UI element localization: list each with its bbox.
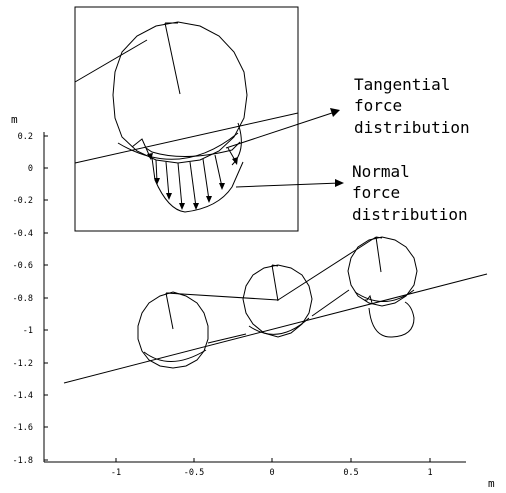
force-arrow <box>165 161 170 198</box>
force-arrow <box>214 154 223 188</box>
tangential-callout: Tangential force distribution <box>354 75 470 137</box>
callout-line: force <box>352 183 400 202</box>
normal-callout-arrow <box>235 182 341 188</box>
wheel-contact-arc <box>248 317 310 335</box>
force-arrow <box>177 162 183 208</box>
arrowhead <box>335 179 344 187</box>
force-arrow <box>189 161 197 208</box>
arrowhead <box>147 153 153 160</box>
tangential-force-strip <box>131 138 241 157</box>
wheel-rim <box>347 236 418 307</box>
x-tick-label: -1 <box>111 468 121 478</box>
y-tick-marks <box>44 135 48 461</box>
arrowhead <box>193 203 199 210</box>
x-tick-labels: -1 -0.5 0 0.5 1 <box>111 468 433 478</box>
spring-link <box>165 292 279 301</box>
normal-callout: Normal force distribution <box>352 162 468 224</box>
normal-force-lobe <box>368 301 415 338</box>
wheel-contact-arc <box>354 289 415 302</box>
callout-arrows <box>225 108 344 188</box>
wheel-contact-arc <box>143 349 207 362</box>
wheel-right <box>347 236 418 338</box>
inset-link-line <box>74 39 148 83</box>
wheel-middle <box>242 264 313 338</box>
callout-line: Tangential <box>354 75 450 94</box>
y-tick-label: -1.2 <box>13 359 33 369</box>
wheel-spoke <box>375 236 383 239</box>
y-tick-label: 0.2 <box>18 132 33 142</box>
arrowhead <box>179 203 185 210</box>
zoom-inset <box>74 6 299 232</box>
inset-contact-arc <box>117 132 239 160</box>
x-tick-marks <box>115 458 431 462</box>
y-tick-label: -0.4 <box>13 229 33 239</box>
arrowhead <box>154 178 160 185</box>
inset-contact-arc <box>231 122 242 166</box>
y-axis-unit: m <box>11 113 18 126</box>
spring-link <box>207 333 247 344</box>
y-tick-label: -1.8 <box>13 456 33 466</box>
wheel-rim <box>137 291 209 369</box>
plot-axes <box>43 132 466 463</box>
inset-frame <box>74 6 299 232</box>
arrowhead <box>232 157 238 165</box>
x-tick-label: -0.5 <box>184 468 204 478</box>
tangential-force-kink <box>364 294 373 304</box>
force-arrow <box>202 158 210 201</box>
wheel-spoke <box>271 264 279 302</box>
y-tick-label: -1.6 <box>13 423 33 433</box>
x-tick-label: 0.5 <box>343 468 358 478</box>
x-tick-label: 1 <box>427 468 432 478</box>
arrowhead <box>206 196 212 203</box>
normal-force-envelope <box>151 157 244 213</box>
arrowhead <box>330 108 340 117</box>
wheel-rim <box>242 264 313 338</box>
main-scene <box>63 236 488 384</box>
y-tick-label: -0.8 <box>13 294 33 304</box>
arrowhead <box>219 183 225 190</box>
ground-line <box>63 273 488 384</box>
inset-wheel-spoke <box>164 22 181 95</box>
arrowhead <box>166 193 172 200</box>
inset-ground-line <box>74 112 299 164</box>
y-tick-label: -0.2 <box>13 196 33 206</box>
callout-line: force <box>354 96 402 115</box>
y-tick-label: 0 <box>28 164 33 174</box>
y-tick-label: -1.4 <box>13 391 33 401</box>
y-tick-label: -1 <box>23 326 33 336</box>
spring-links <box>165 236 377 344</box>
normal-force-arrows <box>145 147 238 210</box>
callout-line: Normal <box>352 162 410 181</box>
y-tick-labels: 0.2 0 -0.2 -0.4 -0.6 -0.8 -1 -1.2 -1.4 -… <box>13 132 33 466</box>
wheel-spoke <box>375 236 382 273</box>
x-tick-label: 0 <box>269 468 274 478</box>
wheel-spoke <box>165 292 174 330</box>
y-tick-label: -0.6 <box>13 261 33 271</box>
x-axis-unit: m <box>488 477 495 490</box>
wheel-spoke <box>271 264 279 267</box>
tangential-callout-arrow <box>225 111 336 149</box>
spring-link <box>277 236 377 301</box>
callout-line: distribution <box>354 118 470 137</box>
spring-link <box>311 289 350 317</box>
callout-line: distribution <box>352 205 468 224</box>
wheel-left <box>137 291 209 369</box>
